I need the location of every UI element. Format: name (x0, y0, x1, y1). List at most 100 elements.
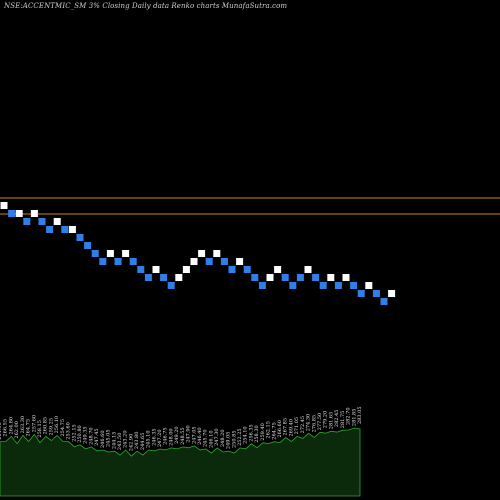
renko-down-brick (114, 258, 122, 265)
renko-down-brick (61, 226, 69, 233)
renko-up-brick (274, 266, 282, 273)
renko-up-brick (236, 258, 244, 265)
volume-label: 282.45 (334, 410, 340, 428)
volume-label: 248.20 (220, 430, 226, 448)
renko-up-brick (266, 274, 274, 281)
renko-up-brick (198, 250, 206, 257)
renko-up-brick (53, 218, 61, 225)
renko-down-brick (220, 258, 228, 265)
volume-label: 262.15 (266, 421, 272, 439)
renko-up-brick (30, 210, 38, 217)
renko-up-brick (68, 226, 76, 233)
volume-label: 269.40 (288, 419, 294, 437)
renko-down-brick (160, 274, 168, 281)
renko-down-brick (258, 282, 266, 289)
renko-down-brick (38, 218, 46, 225)
renko-down-brick (251, 274, 259, 281)
volume-area (0, 427, 361, 497)
renko-down-brick (319, 282, 327, 289)
volume-label: 266.60 (277, 420, 283, 438)
volume-label: 261.90 (0, 422, 3, 440)
renko-up-brick (152, 266, 160, 273)
renko-down-brick (228, 266, 236, 273)
renko-down-brick (312, 274, 320, 281)
volume-label: 250.80 (77, 425, 83, 443)
volume-label: 244.65 (140, 433, 146, 451)
renko-up-brick (327, 274, 335, 281)
volume-label: 258.30 (254, 425, 260, 443)
renko-down-brick (372, 290, 380, 297)
volume-label: 246.40 (197, 427, 203, 445)
renko-down-brick (129, 258, 137, 265)
volume-label: 245.10 (146, 431, 152, 449)
volume-label: 246.10 (208, 431, 214, 449)
volume-label: 243.50 (117, 433, 123, 451)
volume-label: 249.35 (83, 426, 89, 444)
volume-label: 253.60 (66, 422, 72, 440)
volume-label: 247.20 (157, 430, 163, 448)
renko-down-brick (23, 218, 31, 225)
renko-down-brick (46, 226, 54, 233)
renko-up-brick (106, 250, 114, 257)
volume-panel: 261.90 266.55 264.80 262.00 263.30 264.75 257.… (0, 407, 363, 497)
volume-label: 256.10 (54, 416, 60, 434)
renko-up-brick (365, 282, 373, 289)
volume-label: 281.85 (351, 409, 357, 427)
volume-label: 277.50 (317, 413, 323, 431)
volume-label: 246.60 (100, 431, 106, 449)
volume-label: 247.30 (214, 428, 220, 446)
volume-label: 281.65 (328, 412, 334, 430)
volume-label: 252.15 (71, 424, 77, 442)
volume-label: 242.90 (128, 434, 134, 452)
volume-label: 264.75 (26, 419, 32, 437)
renko-down-brick (76, 234, 84, 241)
volume-label: 246.75 (163, 427, 169, 445)
volume-label: 256.35 (248, 424, 254, 442)
volume-label: 271.05 (294, 417, 300, 435)
volume-label: 264.80 (8, 417, 14, 435)
volume-label: 250.85 (231, 431, 237, 449)
renko-down-brick (8, 210, 16, 217)
renko-up-brick (122, 250, 130, 257)
renko-up-brick (213, 250, 221, 257)
volume-label: 276.85 (311, 415, 317, 433)
volume-label: 243.80 (134, 432, 140, 450)
reference-lines (0, 197, 500, 215)
volume-label: 266.55 (3, 419, 9, 437)
renko-up-brick (190, 258, 198, 265)
renko-up-brick (388, 290, 396, 297)
renko-up-brick (182, 266, 190, 273)
volume-label: 282.70 (346, 408, 352, 426)
volume-label: 257.60 (31, 415, 37, 433)
volume-label: 249.05 (226, 432, 232, 450)
volume-label: 248.55 (180, 427, 186, 445)
volume-label: 245.05 (106, 430, 112, 448)
volume-label: 243.20 (123, 431, 129, 449)
renko-down-brick (334, 282, 342, 289)
volume-label: 245.70 (203, 430, 209, 448)
renko-down-brick (350, 282, 358, 289)
renko-up-brick (0, 202, 8, 209)
volume-label: 272.45 (300, 416, 306, 434)
renko-bricks (0, 202, 396, 305)
volume-label: 259.40 (260, 423, 266, 441)
volume-label: 244.15 (111, 432, 117, 450)
renko-down-brick (91, 250, 99, 257)
renko-down-brick (167, 282, 175, 289)
renko-down-brick (137, 266, 145, 273)
renko-down-brick (357, 290, 365, 297)
volume-label: 283.05 (357, 407, 363, 425)
volume-label: 262.00 (14, 421, 20, 439)
renko-up-brick (304, 266, 312, 273)
volume-label: 247.05 (191, 426, 197, 444)
renko-up-brick (342, 274, 350, 281)
volume-label: 260.85 (43, 417, 49, 435)
volume-label: 248.70 (88, 427, 94, 445)
volume-label: 281.75 (340, 411, 346, 429)
volume-label: 247.90 (186, 425, 192, 443)
volume-label: 259.25 (48, 418, 54, 436)
chart-title: NSE:ACCENTMIC_SM 3% Closing Daily data R… (4, 2, 288, 10)
renko-down-brick (281, 274, 289, 281)
volume-label: 258.15 (37, 420, 43, 438)
renko-up-brick (15, 210, 23, 217)
